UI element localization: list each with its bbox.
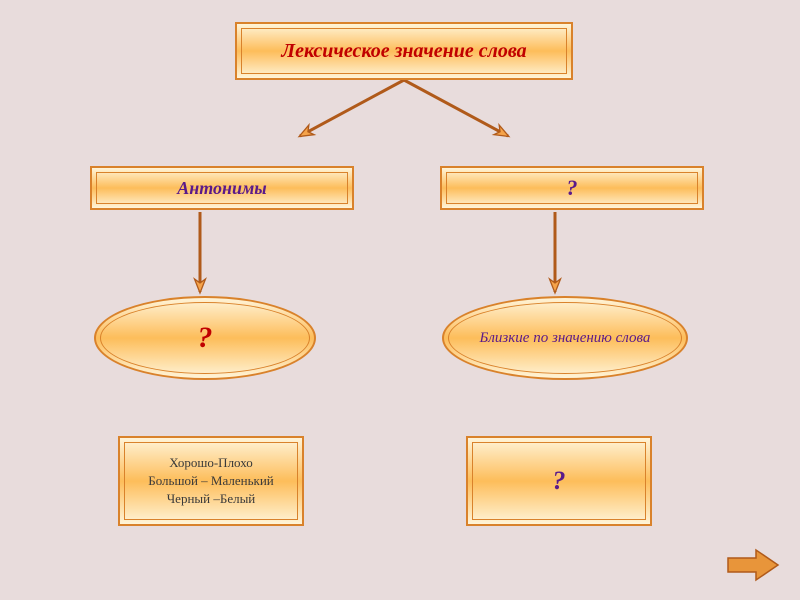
left-example-text: Хорошо-ПлохоБольшой – МаленькийЧерный –Б… (148, 454, 274, 509)
right-example-box: ? (466, 436, 652, 526)
title-box: Лексическое значение слова (235, 22, 573, 80)
right-ellipse: Близкие по значению слова (442, 296, 688, 380)
right-category-box: ? (440, 166, 704, 210)
right-category-text: ? (567, 175, 578, 201)
title-text: Лексическое значение слова (281, 40, 526, 63)
left-category-box: Антонимы (90, 166, 354, 210)
left-ellipse: ? (94, 296, 316, 380)
right-ellipse-text: Близкие по значению слова (480, 330, 651, 347)
next-arrow-icon[interactable] (726, 546, 780, 584)
left-category-text: Антонимы (177, 178, 267, 199)
left-example-box: Хорошо-ПлохоБольшой – МаленькийЧерный –Б… (118, 436, 304, 526)
right-example-text: ? (553, 466, 566, 496)
left-ellipse-text: ? (198, 321, 213, 355)
